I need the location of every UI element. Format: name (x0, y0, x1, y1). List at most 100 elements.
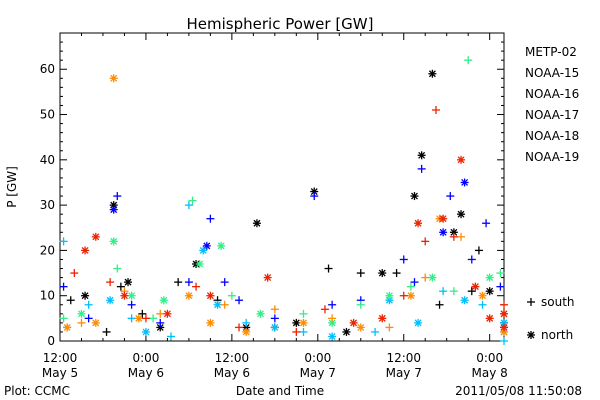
data-point (141, 314, 150, 323)
data-point (149, 314, 158, 323)
data-point (113, 264, 122, 273)
data-point (356, 269, 365, 278)
data-point (106, 296, 115, 305)
chart-title: Hemispheric Power [GW] (187, 15, 374, 33)
marker-legend-label: north (541, 328, 573, 342)
data-point (174, 278, 183, 287)
data-point (159, 296, 168, 305)
data-point (184, 278, 193, 287)
data-point (457, 155, 466, 164)
data-point (77, 309, 86, 318)
plot-timestamp: 2011/05/08 11:50:08 (455, 384, 582, 398)
data-point (184, 201, 193, 210)
y-tick-label: 60 (40, 62, 55, 76)
data-point (439, 228, 448, 237)
data-point (349, 318, 358, 327)
data-point (417, 164, 426, 173)
x-tick-time: 12:00 (215, 351, 250, 365)
data-point (213, 300, 222, 309)
data-point (70, 269, 79, 278)
data-point (446, 192, 455, 201)
data-point (500, 323, 508, 332)
data-point (500, 337, 508, 345)
data-point (109, 74, 118, 83)
x-tick-time: 0:00 (476, 351, 503, 365)
data-point (188, 196, 197, 205)
data-point (439, 287, 448, 296)
data-point (113, 192, 122, 201)
data-point (410, 278, 419, 287)
data-point (59, 282, 68, 291)
data-point (406, 291, 415, 300)
data-point (84, 300, 93, 309)
data-point (192, 282, 201, 291)
data-point (496, 282, 505, 291)
data-point (109, 237, 118, 246)
data-point (199, 246, 208, 255)
data-point (134, 314, 143, 323)
data-point (460, 178, 469, 187)
data-points (59, 56, 508, 345)
x-axis-label: Date and Time (236, 384, 324, 398)
data-point (371, 327, 380, 336)
data-point (256, 309, 265, 318)
y-tick-label: 50 (40, 108, 55, 122)
data-point (428, 273, 437, 282)
data-point (184, 291, 193, 300)
marker-legend: south north (527, 295, 575, 342)
data-point (270, 305, 279, 314)
data-point (138, 309, 147, 318)
x-tick-date: May 8 (472, 366, 508, 380)
data-point (417, 151, 426, 160)
data-point (328, 300, 337, 309)
data-point (474, 246, 483, 255)
y-tick-label: 0 (47, 334, 55, 348)
data-point (496, 269, 505, 278)
data-point (120, 291, 129, 300)
data-point (202, 241, 211, 250)
x-tick-time: 0:00 (304, 351, 331, 365)
data-point (328, 318, 337, 327)
data-point (439, 214, 448, 223)
data-point (485, 273, 494, 282)
data-point (410, 192, 419, 201)
data-point (310, 192, 319, 201)
x-tick-date: May 7 (300, 366, 336, 380)
data-point (127, 300, 136, 309)
data-point (91, 318, 100, 327)
data-point (163, 309, 172, 318)
data-point (59, 314, 68, 323)
data-point (81, 246, 90, 255)
data-point (356, 323, 365, 332)
data-point (478, 300, 487, 309)
y-axis: 0 10 20 30 40 50 60 (40, 32, 504, 348)
data-point (449, 287, 458, 296)
x-tick-date: May 6 (214, 366, 250, 380)
data-point (206, 318, 215, 327)
y-axis-label: P [GW] (5, 166, 19, 208)
x-tick-time: 12:00 (386, 351, 421, 365)
data-point (324, 264, 333, 273)
data-point (217, 241, 226, 250)
marker-legend-label: south (541, 295, 575, 309)
y-tick-label: 40 (40, 153, 55, 167)
data-point (414, 318, 423, 327)
data-point (328, 332, 337, 341)
data-point (392, 269, 401, 278)
data-point (299, 309, 308, 318)
data-point (270, 323, 279, 332)
data-point (77, 318, 86, 327)
data-point (124, 278, 133, 287)
plot-frame (59, 32, 505, 342)
legend-entry: NOAA-18 (525, 129, 579, 143)
data-point (320, 305, 329, 314)
plot-credit: Plot: CCMC (4, 384, 70, 398)
y-tick-label: 20 (40, 243, 55, 257)
data-point (435, 300, 444, 309)
data-point (206, 214, 215, 223)
data-point (414, 219, 423, 228)
data-point (485, 314, 494, 323)
data-point (378, 314, 387, 323)
data-point (63, 323, 72, 332)
